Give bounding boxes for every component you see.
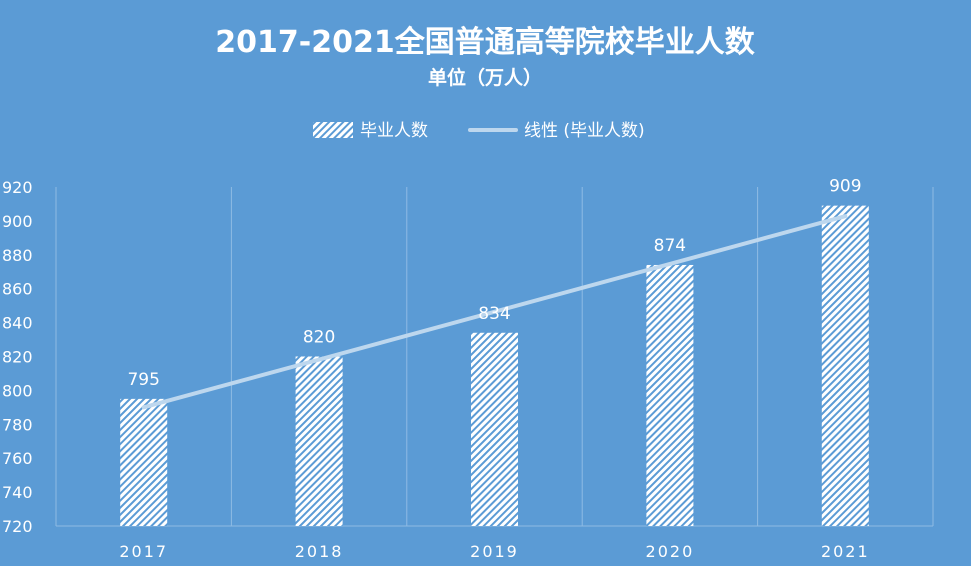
data-label: 820 (303, 328, 335, 348)
bar (120, 398, 168, 526)
bar (295, 356, 343, 526)
y-tick-label: 820 (2, 348, 33, 367)
y-tick-label: 920 (2, 178, 33, 197)
chart-title: 2017-2021全国普通高等院校毕业人数 (215, 25, 755, 60)
y-axis: 720 740 760 780 800 820 840 860 880 900 920 (2, 178, 33, 536)
x-axis: 2017 2018 2019 2020 2021 (119, 542, 870, 561)
legend-bar-label: 毕业人数 (360, 121, 428, 141)
y-tick-label: 740 (2, 483, 33, 502)
x-tick-label: 2020 (646, 542, 695, 561)
data-label: 834 (478, 304, 510, 324)
gridlines (55, 187, 934, 527)
trendline (141, 214, 848, 410)
y-tick-label: 720 (2, 517, 33, 536)
y-tick-label: 800 (2, 381, 33, 400)
data-label: 909 (829, 177, 861, 197)
y-tick-label: 780 (2, 415, 33, 434)
y-tick-label: 760 (2, 449, 33, 468)
x-tick-label: 2018 (295, 542, 344, 561)
bar (646, 264, 694, 526)
y-tick-label: 900 (2, 212, 33, 231)
data-labels: 795 820 834 874 909 (127, 177, 861, 390)
bars (120, 205, 869, 526)
y-tick-label: 860 (2, 280, 33, 299)
y-tick-label: 880 (2, 246, 33, 265)
bar (471, 332, 518, 526)
trendline-line (141, 214, 848, 410)
chart-subtitle: 单位（万人） (428, 66, 542, 89)
data-label: 795 (127, 370, 159, 390)
bar (821, 205, 869, 526)
legend-bar-swatch (313, 122, 353, 138)
x-tick-label: 2017 (119, 542, 168, 561)
x-tick-label: 2021 (821, 542, 870, 561)
x-tick-label: 2019 (470, 542, 519, 561)
data-label: 874 (654, 236, 686, 256)
legend-trendline-label: 线性 (毕业人数) (524, 121, 645, 141)
legend: 毕业人数 线性 (毕业人数) (313, 121, 645, 141)
y-tick-label: 840 (2, 314, 33, 333)
